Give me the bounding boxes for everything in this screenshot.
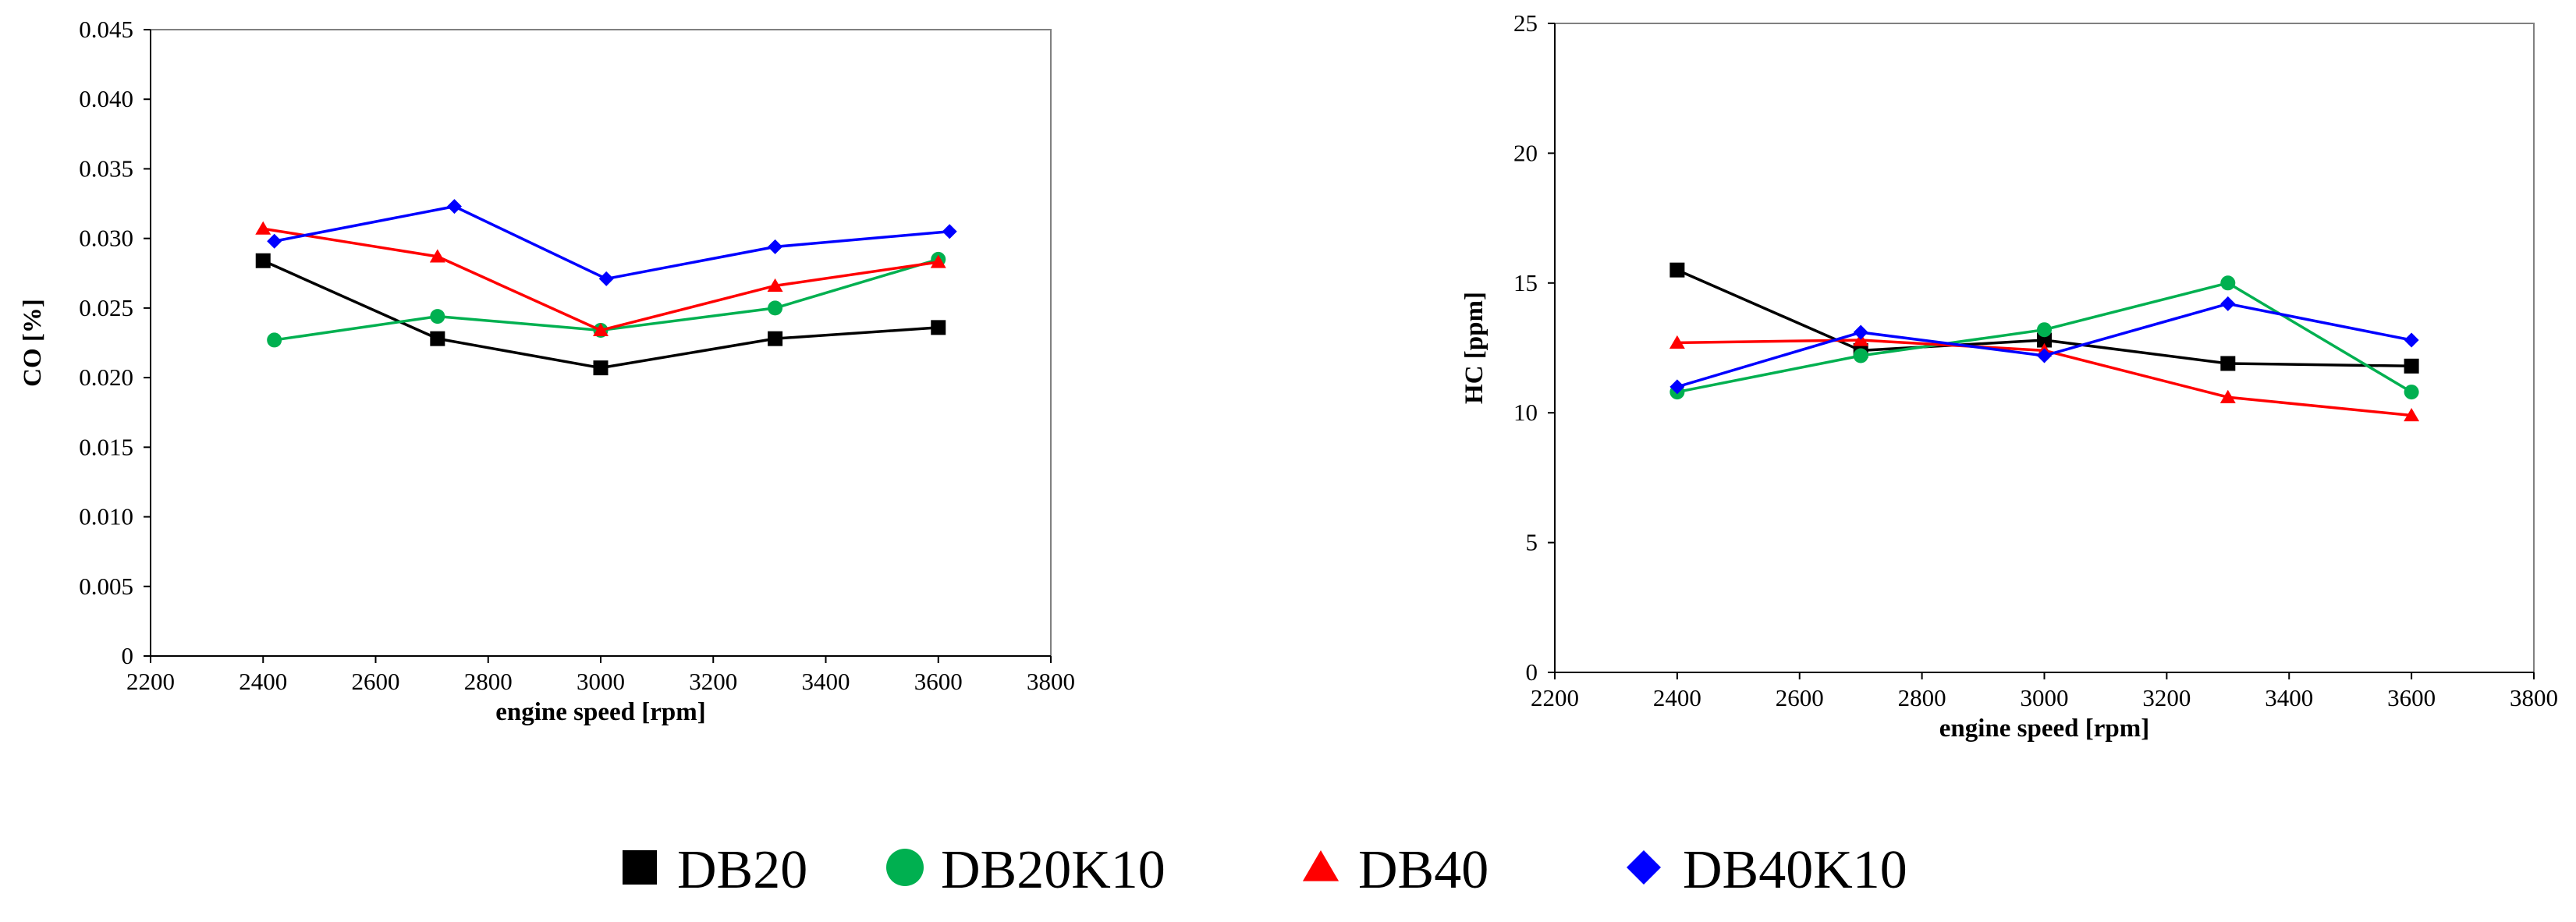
data-point-db20 bbox=[1669, 262, 1685, 278]
x-tick-label: 3000 bbox=[2021, 684, 2069, 711]
data-point-db40k10 bbox=[768, 239, 783, 254]
data-point-db20k10 bbox=[2220, 275, 2236, 291]
legend-item-db20k10: DB20K10 bbox=[886, 840, 1166, 900]
data-point-db40 bbox=[930, 254, 946, 268]
data-point-db40k10 bbox=[598, 271, 614, 286]
data-point-db20 bbox=[255, 253, 271, 268]
x-tick-label: 3000 bbox=[577, 668, 625, 695]
data-point-db40k10 bbox=[267, 233, 282, 249]
legend-label: DB20K10 bbox=[941, 840, 1166, 900]
data-point-db20k10 bbox=[2404, 385, 2419, 400]
y-axis-title: CO [%] bbox=[19, 299, 47, 387]
y-axis-title: HC [ppm] bbox=[1460, 292, 1488, 404]
y-tick-label: 0.030 bbox=[79, 225, 133, 252]
x-tick-label: 2600 bbox=[352, 668, 400, 695]
y-tick-label: 0.020 bbox=[79, 363, 133, 391]
x-tick-label: 3600 bbox=[2387, 684, 2436, 711]
y-tick-label: 20 bbox=[1513, 139, 1538, 166]
x-tick-label: 2400 bbox=[1653, 684, 1701, 711]
data-point-db40k10 bbox=[1669, 379, 1685, 395]
data-point-db40 bbox=[255, 221, 271, 235]
data-point-db20 bbox=[593, 360, 609, 376]
legend-item-db20: DB20 bbox=[623, 840, 807, 900]
x-tick-label: 2800 bbox=[1898, 684, 1946, 711]
x-axis-title: engine speed [rpm] bbox=[1939, 715, 2149, 743]
data-point-db20 bbox=[768, 331, 783, 346]
x-tick-label: 3800 bbox=[1027, 668, 1075, 695]
x-tick-label: 3200 bbox=[689, 668, 737, 695]
x-tick-label: 2400 bbox=[239, 668, 287, 695]
x-tick-label: 2800 bbox=[464, 668, 513, 695]
x-axis-title: engine speed [rpm] bbox=[495, 698, 705, 726]
data-point-db40 bbox=[1669, 335, 1685, 349]
legend-item-db40k10: DB40K10 bbox=[1627, 840, 1907, 900]
data-point-db40 bbox=[593, 322, 609, 337]
data-point-db40k10 bbox=[2037, 348, 2052, 363]
data-point-db20k10 bbox=[1853, 348, 1868, 363]
data-point-db20 bbox=[2220, 356, 2236, 371]
legend-marker-db40 bbox=[1302, 850, 1339, 881]
legend-label: DB40K10 bbox=[1683, 840, 1907, 900]
x-tick-label: 3600 bbox=[914, 668, 963, 695]
data-point-db40k10 bbox=[942, 224, 957, 239]
legend: DB20 DB20K10 DB40 DB40K10 bbox=[623, 840, 1907, 900]
legend-label: DB40 bbox=[1358, 840, 1488, 900]
y-tick-label: 0 bbox=[1526, 658, 1538, 686]
plot-area-frame bbox=[150, 29, 1052, 657]
series-db40 bbox=[1669, 332, 2420, 422]
legend-item-db40: DB40 bbox=[1302, 840, 1488, 900]
series-db20 bbox=[1669, 262, 2419, 374]
y-tick-label: 5 bbox=[1526, 529, 1538, 556]
data-point-db20k10 bbox=[430, 309, 445, 324]
x-tick-label: 3400 bbox=[802, 668, 850, 695]
y-tick-label: 15 bbox=[1513, 269, 1538, 296]
series-line-db40k10 bbox=[274, 204, 950, 281]
data-point-db20k10 bbox=[2037, 322, 2052, 338]
data-point-db20 bbox=[931, 320, 946, 335]
data-point-db40k10 bbox=[2404, 332, 2419, 348]
y-tick-label: 0.035 bbox=[79, 154, 133, 182]
data-point-db20 bbox=[2037, 332, 2052, 348]
data-point-db40k10 bbox=[2220, 296, 2236, 311]
x-tick-label: 2200 bbox=[126, 668, 175, 695]
x-tick-label: 3200 bbox=[2142, 684, 2191, 711]
x-tick-label: 2200 bbox=[1531, 684, 1579, 711]
data-point-db40 bbox=[429, 249, 445, 263]
y-tick-label: 0.025 bbox=[79, 294, 133, 321]
data-point-db40 bbox=[2219, 389, 2236, 403]
y-tick-label: 0.015 bbox=[79, 433, 133, 460]
y-tick-label: 0.045 bbox=[79, 16, 133, 43]
hc-chart: 0 5 10 15 20 25 2200 2400 2600 2800 3000 3200 3400 36… bbox=[1460, 9, 2558, 743]
x-tick-label: 2600 bbox=[1776, 684, 1824, 711]
data-point-db40 bbox=[767, 278, 783, 292]
legend-marker-db40k10 bbox=[1627, 850, 1661, 885]
series-db40 bbox=[255, 221, 946, 337]
data-point-db40 bbox=[2404, 408, 2420, 422]
series-db40k10 bbox=[1669, 296, 2419, 395]
y-tick-label: 0 bbox=[122, 642, 134, 669]
series-db40k10 bbox=[267, 199, 957, 286]
y-tick-label: 0.010 bbox=[79, 503, 133, 530]
x-tick-label: 3400 bbox=[2265, 684, 2313, 711]
data-point-db40k10 bbox=[446, 199, 462, 215]
data-point-db20k10 bbox=[267, 332, 282, 348]
legend-label: DB20 bbox=[677, 840, 807, 900]
series-db20 bbox=[255, 253, 946, 376]
data-point-db20k10 bbox=[768, 300, 783, 316]
legend-marker-db20 bbox=[623, 850, 657, 885]
legend-marker-db20k10 bbox=[886, 849, 924, 886]
y-tick-label: 0.005 bbox=[79, 573, 133, 600]
co-chart: 0 0.005 0.010 0.015 0.020 0.025 0.030 0.035 0.04… bbox=[19, 16, 1075, 726]
y-tick-label: 0.040 bbox=[79, 85, 133, 112]
data-point-db20 bbox=[430, 331, 445, 346]
data-point-db20 bbox=[2404, 358, 2419, 374]
series-db20k10 bbox=[1669, 275, 2419, 400]
y-tick-label: 25 bbox=[1513, 9, 1538, 37]
data-point-db40k10 bbox=[1853, 324, 1868, 340]
y-tick-label: 10 bbox=[1513, 399, 1538, 426]
x-tick-label: 3800 bbox=[2510, 684, 2558, 711]
